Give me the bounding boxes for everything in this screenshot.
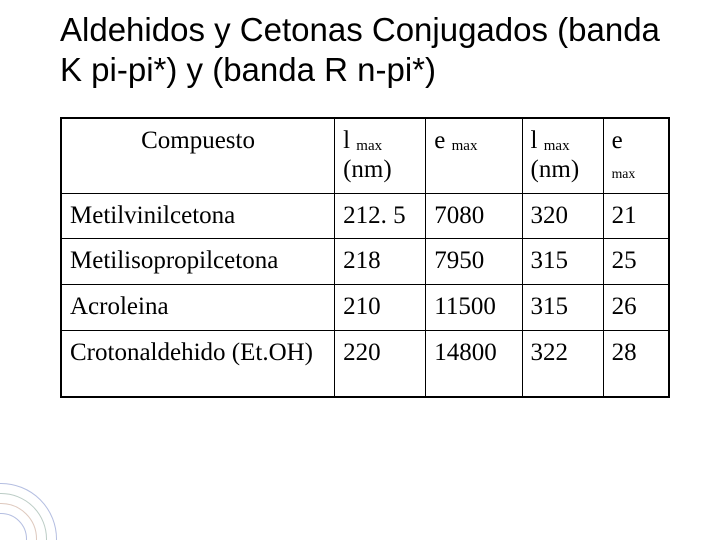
cell-l2: 315 [522,239,603,285]
cell-l1: 210 [335,285,426,331]
cell-e2: 28 [603,330,669,396]
cell-name: Metilisopropilcetona [61,239,335,285]
cell-l2: 315 [522,285,603,331]
col-header-lambda-r: l max (nm) [522,118,603,193]
col-header-eps-k: e max [426,118,522,193]
slide: Aldehidos y Cetonas Conjugados (banda K … [0,0,720,540]
lambda-sub: max [356,138,382,154]
cell-l2: 322 [522,330,603,396]
cell-name: Acroleina [61,285,335,331]
cell-l1: 212. 5 [335,193,426,239]
cell-e2: 21 [603,193,669,239]
cell-l1: 218 [335,239,426,285]
cell-l2: 320 [522,193,603,239]
col-header-eps-r: e max [603,118,669,193]
cell-name: Metilvinilcetona [61,193,335,239]
table-row: Metilvinilcetona 212. 5 7080 320 21 [61,193,669,239]
lambda-symbol: l [343,127,350,154]
data-table: Compuesto l max (nm) e max l max (nm) [60,117,670,398]
page-title: Aldehidos y Cetonas Conjugados (banda K … [60,10,690,89]
col-header-compound: Compuesto [61,118,335,193]
lambda-unit: (nm) [343,156,392,183]
eps-sub: max [452,138,478,154]
eps-symbol: e [612,127,623,154]
table-row: Metilisopropilcetona 218 7950 315 25 [61,239,669,285]
table-row: Crotonaldehido (Et.OH) 220 14800 322 28 [61,330,669,396]
cell-l1: 220 [335,330,426,396]
lambda-symbol: l [531,127,538,154]
cell-e1: 14800 [426,330,522,396]
corner-decoration [0,485,60,540]
cell-e1: 7080 [426,193,522,239]
cell-e2: 25 [603,239,669,285]
cell-e1: 7950 [426,239,522,285]
lambda-sub: max [544,138,570,154]
table-body: Metilvinilcetona 212. 5 7080 320 21 Meti… [61,193,669,397]
eps-symbol: e [434,127,445,154]
lambda-unit: (nm) [531,156,580,183]
table-header-row: Compuesto l max (nm) e max l max (nm) [61,118,669,193]
col-header-compound-text: Compuesto [141,127,255,154]
table-row: Acroleina 210 11500 315 26 [61,285,669,331]
cell-e1: 11500 [426,285,522,331]
cell-e2: 26 [603,285,669,331]
col-header-lambda-k: l max (nm) [335,118,426,193]
eps-sub: max [612,166,636,181]
cell-name: Crotonaldehido (Et.OH) [61,330,335,396]
